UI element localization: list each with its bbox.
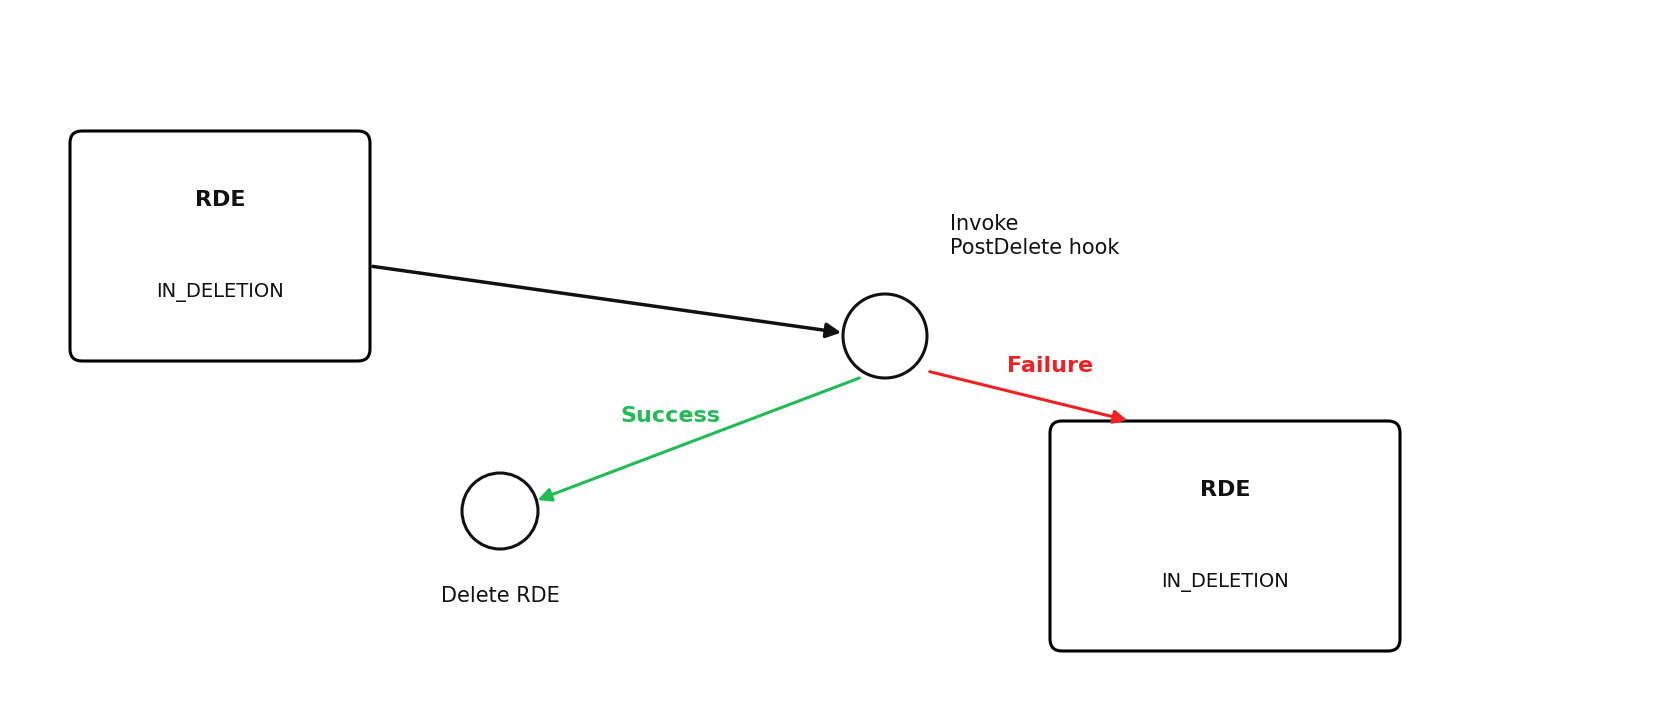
Text: Success: Success [620, 406, 720, 426]
Text: Failure: Failure [1007, 356, 1094, 376]
Text: IN_DELETION: IN_DELETION [1162, 572, 1289, 591]
Text: RDE: RDE [1200, 480, 1250, 500]
Text: RDE: RDE [195, 190, 245, 210]
Text: Delete RDE: Delete RDE [440, 586, 560, 606]
FancyBboxPatch shape [1050, 421, 1400, 651]
Text: Invoke
PostDelete hook: Invoke PostDelete hook [950, 214, 1119, 257]
Text: IN_DELETION: IN_DELETION [157, 283, 283, 301]
FancyBboxPatch shape [70, 131, 370, 361]
